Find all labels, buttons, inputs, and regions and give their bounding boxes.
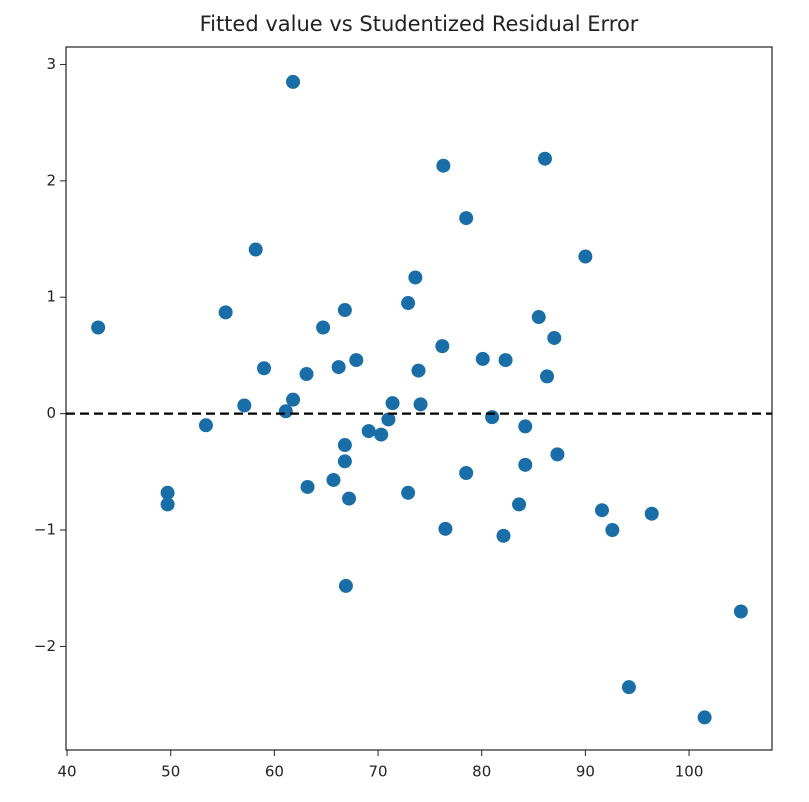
y-tick-label: 0 <box>46 404 56 422</box>
point <box>381 412 396 427</box>
point <box>540 369 555 384</box>
point <box>413 397 428 412</box>
y-tick-label: 1 <box>46 288 56 306</box>
point <box>518 457 533 472</box>
point <box>286 392 301 407</box>
point <box>257 361 272 376</box>
y-tick-label: −2 <box>34 637 56 655</box>
x-tick-label: 40 <box>57 763 76 781</box>
point <box>237 398 252 413</box>
point <box>733 604 748 619</box>
point <box>349 353 364 368</box>
point <box>300 479 315 494</box>
point <box>160 485 175 500</box>
point <box>496 528 511 543</box>
point <box>278 404 293 419</box>
point <box>385 396 400 411</box>
point <box>198 418 213 433</box>
point <box>644 506 659 521</box>
point <box>531 310 546 325</box>
point <box>299 367 314 382</box>
point <box>512 497 527 512</box>
point <box>537 151 552 166</box>
y-tick-label: 2 <box>46 171 56 189</box>
point <box>316 320 331 335</box>
x-tick-label: 80 <box>472 763 491 781</box>
point <box>435 339 450 354</box>
x-tick-label: 70 <box>369 763 388 781</box>
point <box>401 485 416 500</box>
chart-title: Fitted value vs Studentized Residual Err… <box>200 12 639 36</box>
x-tick-label: 60 <box>265 763 284 781</box>
y-tick-label: −1 <box>34 521 56 539</box>
point <box>374 427 389 442</box>
point <box>411 363 426 378</box>
point <box>361 424 376 439</box>
point <box>550 447 565 462</box>
x-tick-label: 100 <box>675 763 704 781</box>
point <box>408 270 423 285</box>
point <box>436 158 451 173</box>
point <box>518 419 533 434</box>
point <box>475 351 490 366</box>
point <box>342 491 357 506</box>
point <box>594 503 609 518</box>
point <box>326 472 341 487</box>
point <box>337 438 352 453</box>
plot-frame <box>65 46 773 751</box>
point <box>331 360 346 375</box>
point <box>401 296 416 311</box>
point <box>459 211 474 226</box>
point <box>248 242 263 257</box>
point <box>605 523 620 538</box>
point <box>697 710 712 725</box>
point <box>621 680 636 695</box>
x-tick-label: 90 <box>576 763 595 781</box>
point <box>438 521 453 536</box>
point <box>337 454 352 469</box>
y-tick-label: 3 <box>46 55 56 73</box>
x-tick-label: 50 <box>161 763 180 781</box>
point <box>578 249 593 264</box>
point <box>498 353 513 368</box>
point <box>286 74 301 89</box>
point <box>338 578 353 593</box>
point <box>91 320 106 335</box>
point <box>218 305 233 320</box>
point <box>547 330 562 345</box>
point <box>160 497 175 512</box>
point <box>485 410 500 425</box>
point <box>459 465 474 480</box>
point <box>337 303 352 318</box>
